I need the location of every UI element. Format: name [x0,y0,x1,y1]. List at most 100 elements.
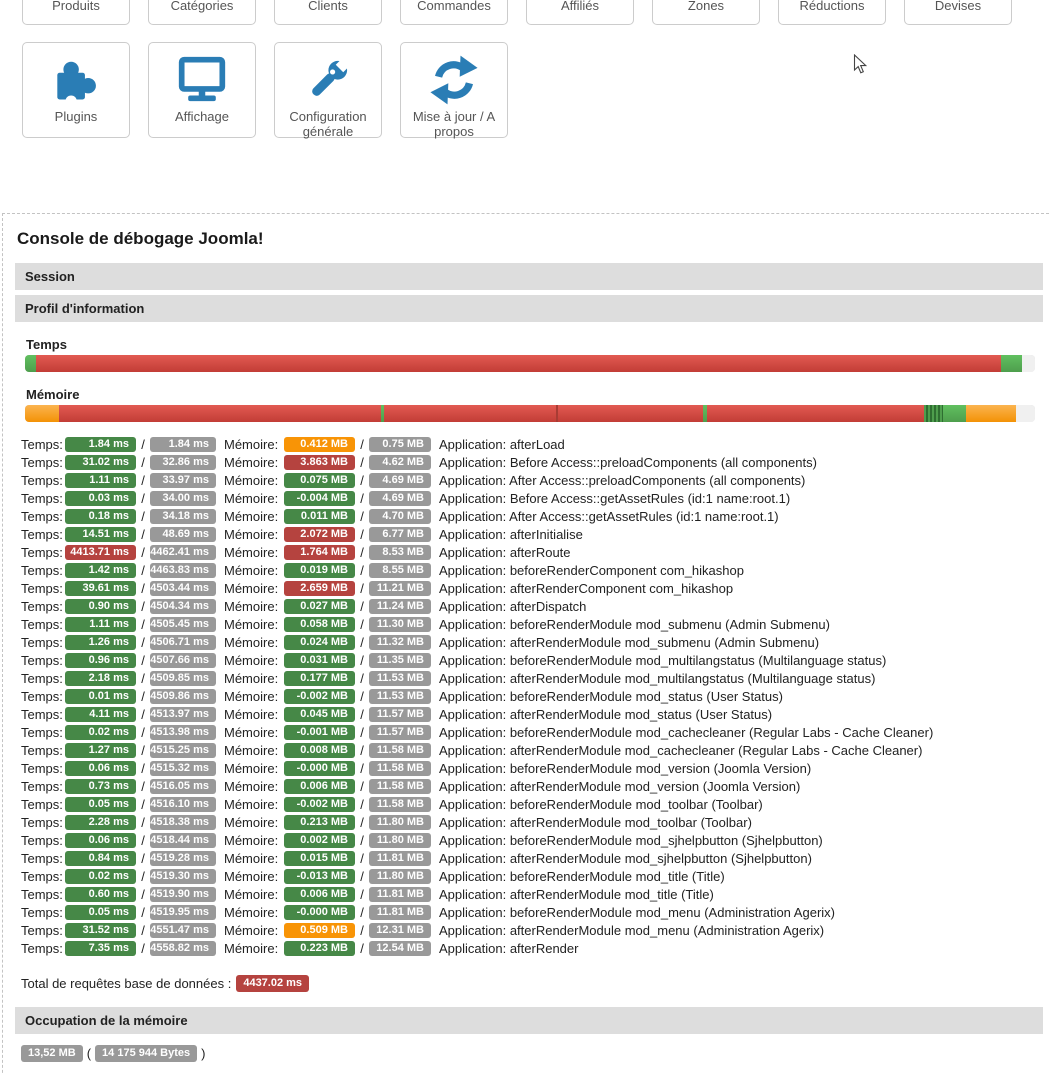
time-total-badge: 4505.45 ms [150,616,216,632]
memory-delta-badge: -0.004 MB [284,490,355,506]
memory-total-badge: 11.57 MB [369,724,431,740]
separator: / [141,724,145,740]
application-event: Application: afterRender [439,940,579,956]
memory-delta-badge: 1.764 MB [284,544,355,560]
memory-total-badge: 11.53 MB [369,688,431,704]
application-event: Application: afterRenderModule mod_title… [439,886,714,902]
time-total-badge: 4518.38 ms [150,814,216,830]
memory-total-badge: 6.77 MB [369,526,431,542]
time-delta-badge: 0.18 ms [65,508,136,524]
profile-row: Temps: 0.02 ms / 4519.30 ms Mémoire: -0.013 M… [21,867,1050,885]
memory-total-badge: 11.32 MB [369,634,431,650]
separator: / [141,814,145,830]
memory-total-badge: 8.53 MB [369,544,431,560]
time-total-badge: 4516.10 ms [150,796,216,812]
application-event: Application: beforeRenderModule mod_cach… [439,724,934,740]
time-total-badge: 4513.98 ms [150,724,216,740]
separator: / [360,544,364,560]
time-delta-badge: 0.06 ms [65,760,136,776]
separator: / [360,742,364,758]
time-total-badge: 4462.41 ms [150,544,216,560]
separator: / [360,454,364,470]
dashboard-tiles-row1: Produits Catégories Clients Commandes Affili… [0,0,1050,25]
application-event: Application: beforeRenderComponent com_h… [439,562,744,578]
profile-row: Temps: 7.35 ms / 4558.82 ms Mémoire: 0.223 MB… [21,939,1050,957]
application-event: Application: After Access::preloadCompon… [439,472,806,488]
time-label: Temps: [21,922,63,938]
tile-label: Produits [52,0,100,13]
dashboard-tiles-row2: Plugins Affichage Configuration générale Mi… [0,42,1050,139]
separator: / [141,652,145,668]
tile-affili-s[interactable]: Affiliés [526,0,634,25]
section-profile[interactable]: Profil d'information [15,295,1043,322]
tile-produits[interactable]: Produits [22,0,130,25]
memory-total-badge: 12.31 MB [369,922,431,938]
memory-delta-badge: -0.013 MB [284,868,355,884]
separator: / [360,508,364,524]
tile-r-ductions[interactable]: Réductions [778,0,886,25]
separator: / [360,868,364,884]
separator: / [360,940,364,956]
memory-total-badge: 11.58 MB [369,742,431,758]
separator: / [141,940,145,956]
memory-label: Mémoire: [224,616,279,632]
profile-row: Temps: 4413.71 ms / 4462.41 ms Mémoire: 1.764… [21,543,1050,561]
time-delta-badge: 0.96 ms [65,652,136,668]
tile-devises[interactable]: Devises [904,0,1012,25]
time-total-badge: 4515.25 ms [150,742,216,758]
memory-label: Mémoire: [224,436,279,452]
tile-clients[interactable]: Clients [274,0,382,25]
time-total-badge: 4507.66 ms [150,652,216,668]
separator: / [360,670,364,686]
memory-delta-badge: 0.002 MB [284,832,355,848]
tile-plugins[interactable]: Plugins [22,42,130,138]
profile-row: Temps: 4.11 ms / 4513.97 ms Mémoire: 0.045 MB… [21,705,1050,723]
time-delta-badge: 1.27 ms [65,742,136,758]
memory-total-badge: 12.54 MB [369,940,431,956]
bar-segment-red [36,355,1001,372]
bar-segment-green [703,405,707,422]
memory-delta-badge: 0.509 MB [284,922,355,938]
memory-total-badge: 4.62 MB [369,454,431,470]
memory-label: Mémoire: [224,544,279,560]
section-memory[interactable]: Occupation de la mémoire [15,1007,1043,1034]
tile-configuration-g-n-rale[interactable]: Configuration générale [274,42,382,139]
tile-zones[interactable]: Zones [652,0,760,25]
tile-commandes[interactable]: Commandes [400,0,508,25]
time-delta-badge: 0.01 ms [65,688,136,704]
time-total-badge: 4516.05 ms [150,778,216,794]
memory-label: Mémoire: [224,490,279,506]
memory-total-badge: 11.81 MB [369,886,431,902]
separator: / [360,490,364,506]
memory-delta-badge: 0.024 MB [284,634,355,650]
time-delta-badge: 1.11 ms [65,472,136,488]
memory-total-badge: 4.70 MB [369,508,431,524]
time-total-badge: 4515.32 ms [150,760,216,776]
time-delta-badge: 0.06 ms [65,832,136,848]
tile-mise-jour-a-propos[interactable]: Mise à jour / A propos [400,42,508,139]
section-session[interactable]: Session [15,263,1043,290]
separator: / [360,778,364,794]
separator: / [141,562,145,578]
memory-total-badge: 4.69 MB [369,490,431,506]
tile-affichage[interactable]: Affichage [148,42,256,138]
bar-segment-red [706,405,924,422]
separator: / [141,490,145,506]
memory-delta-badge: 0.075 MB [284,472,355,488]
memory-label: Mémoire: [224,652,279,668]
memory-total-badge: 11.35 MB [369,652,431,668]
memory-label: Mémoire: [224,454,279,470]
memory-delta-badge: 0.006 MB [284,886,355,902]
memory-total-badge: 11.24 MB [369,598,431,614]
memory-label: Mémoire: [224,940,279,956]
separator: / [360,796,364,812]
application-event: Application: afterRenderModule mod_cache… [439,742,923,758]
tile-cat-gories[interactable]: Catégories [148,0,256,25]
bar-segment-red [59,405,381,422]
separator: / [360,904,364,920]
memory-total-badge: 11.80 MB [369,832,431,848]
separator: / [360,832,364,848]
separator: / [360,652,364,668]
application-event: Application: Before Access::getAssetRule… [439,490,791,506]
profile-row: Temps: 0.01 ms / 4509.86 ms Mémoire: -0.002 M… [21,687,1050,705]
